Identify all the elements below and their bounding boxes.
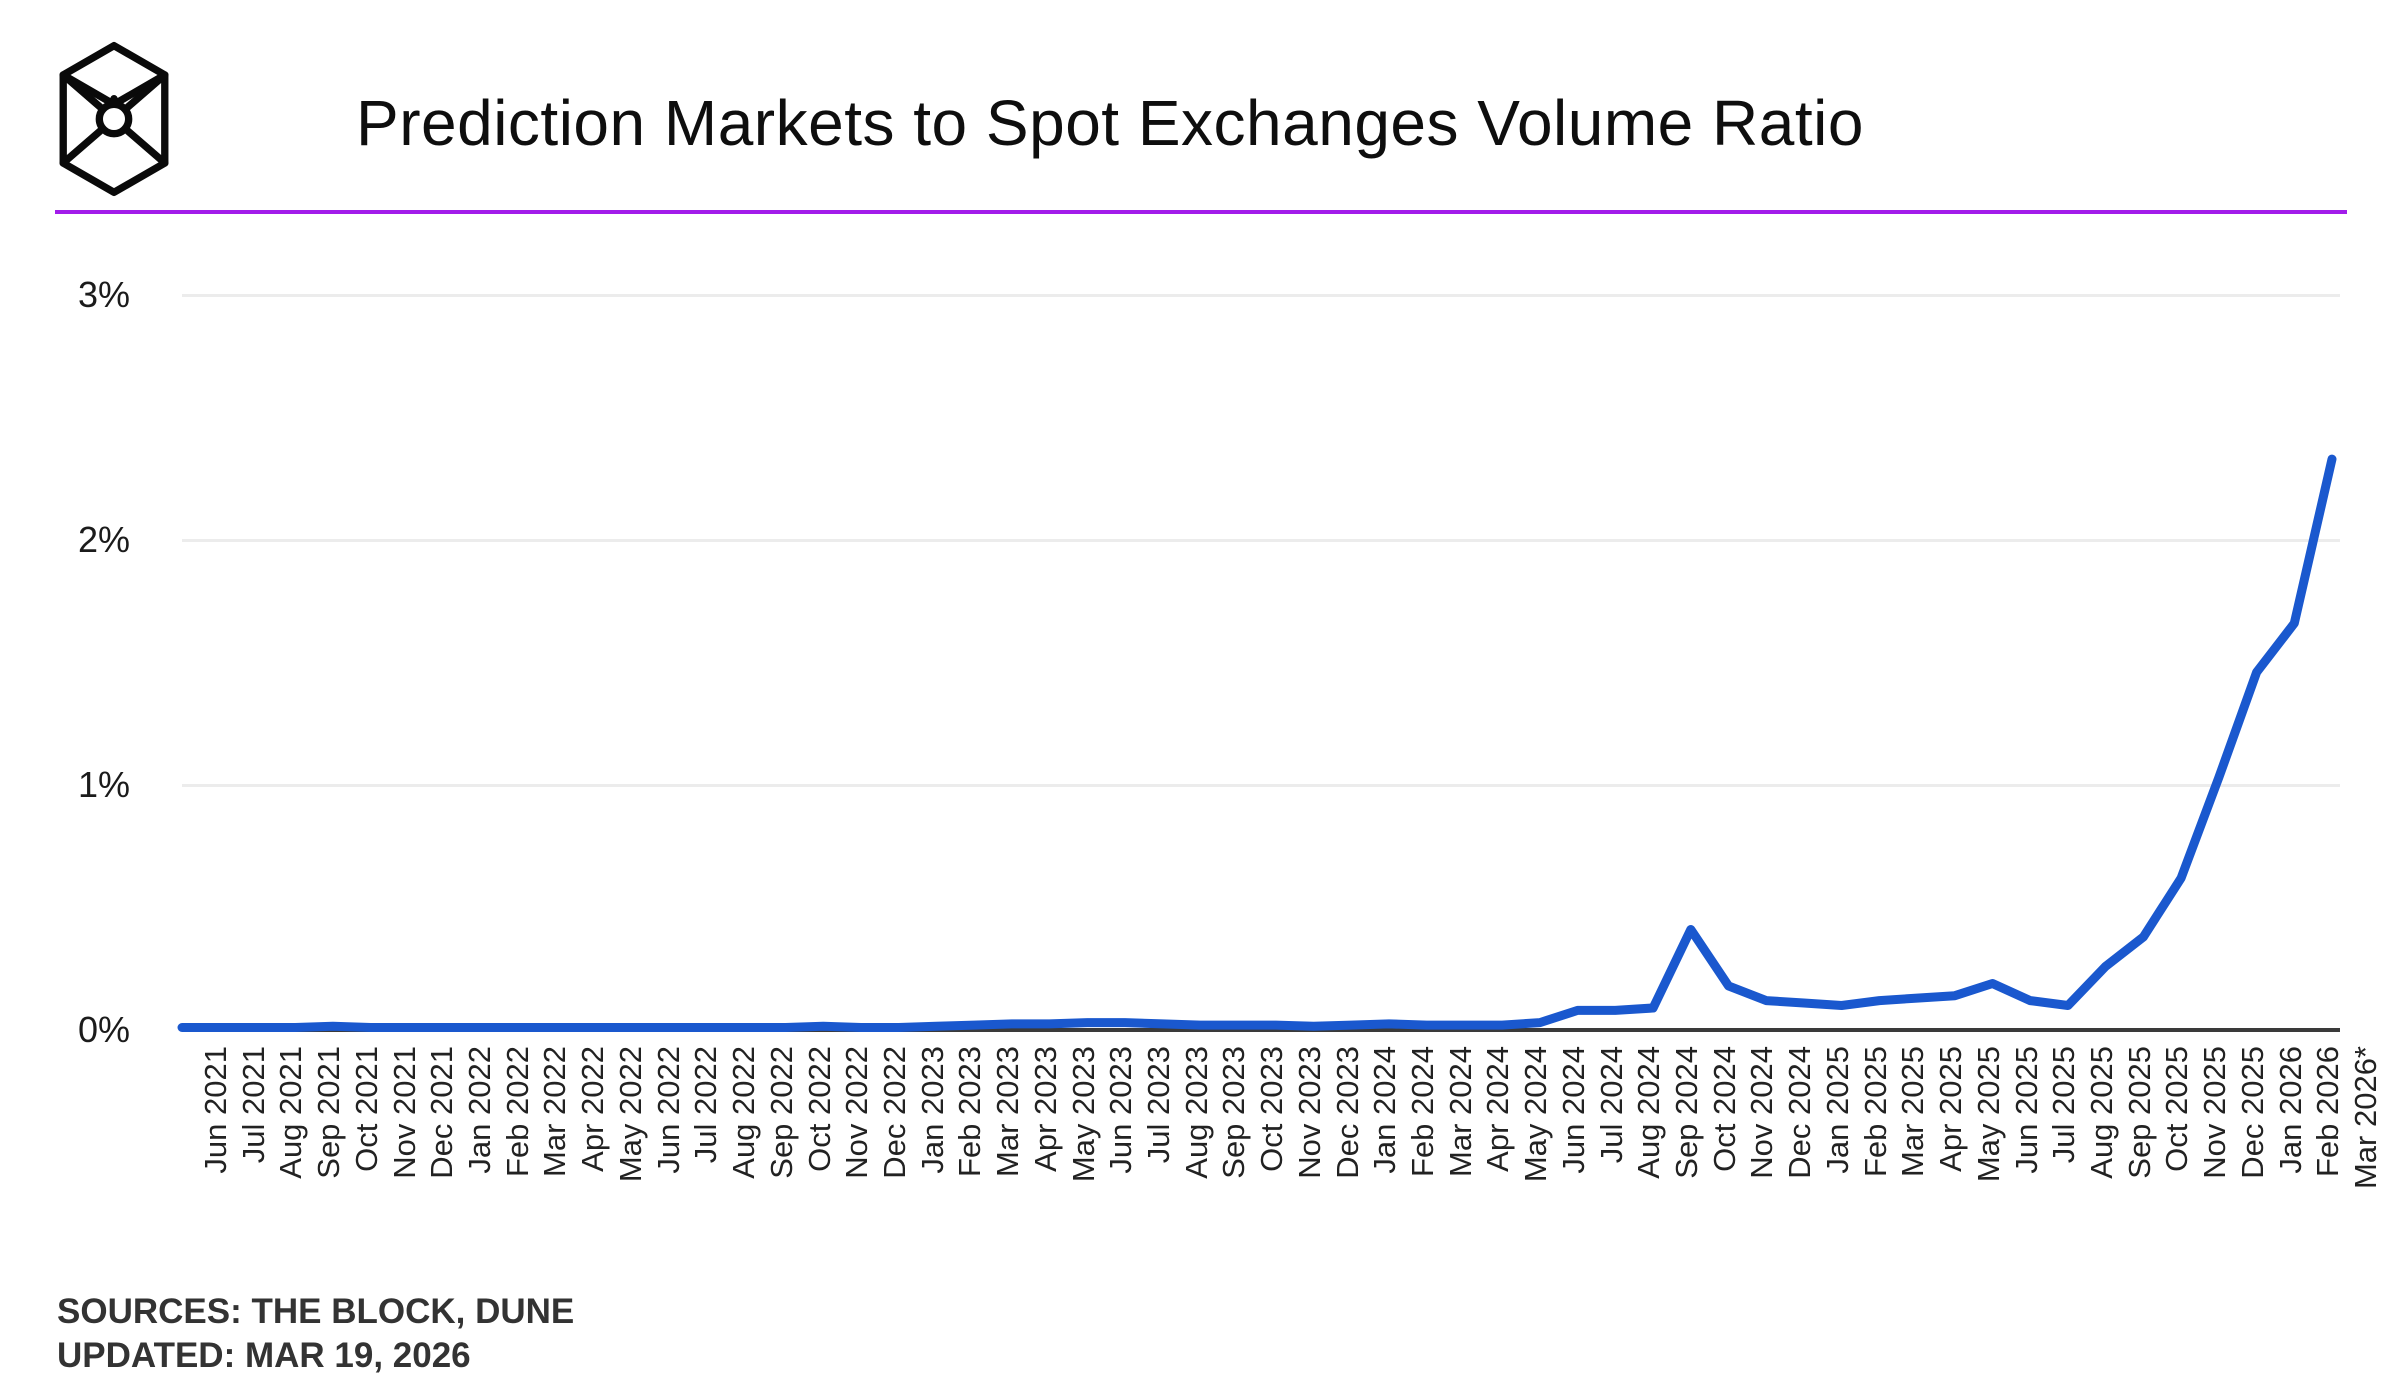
y-tick-label-0pct: 0% <box>77 1009 130 1050</box>
line-chart: 0% 1% 2% 3% Jun 2021 Jul 2021 Aug 2021 Sep 2021… <box>77 274 2383 1189</box>
accent-divider <box>55 210 2347 214</box>
header: Prediction Markets to Spot Exchanges Vol… <box>0 0 2401 210</box>
grid-line-2pct <box>182 539 2340 542</box>
updated-text: UPDATED: MAR 19, 2026 <box>57 1336 471 1375</box>
page-title: Prediction Markets to Spot Exchanges Vol… <box>356 87 1864 159</box>
chart-footer: SOURCES: THE BLOCK, DUNE UPDATED: MAR 19… <box>57 1290 574 1378</box>
y-tick-label-3pct: 3% <box>77 274 130 315</box>
sources-text: SOURCES: THE BLOCK, DUNE <box>57 1292 575 1331</box>
grid-line-1pct <box>182 784 2340 787</box>
grid-line-3pct <box>182 294 2340 297</box>
the-block-logo-icon <box>59 41 169 197</box>
y-tick-label-1pct: 1% <box>77 764 130 805</box>
x-axis-line <box>182 1028 2340 1032</box>
y-tick-label-2pct: 2% <box>77 519 130 560</box>
ratio-line-series <box>177 454 2337 1032</box>
